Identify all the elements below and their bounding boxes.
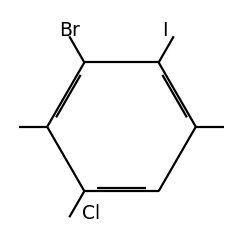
Text: Br: Br	[59, 21, 80, 40]
Text: I: I	[162, 21, 167, 40]
Text: Cl: Cl	[82, 204, 100, 223]
